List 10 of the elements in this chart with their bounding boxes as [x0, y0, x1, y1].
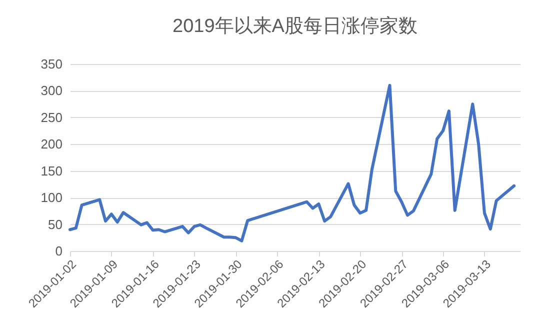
y-tick-label: 100 [40, 190, 62, 206]
y-tick-label: 300 [40, 83, 62, 98]
y-tick-label: 50 [48, 216, 62, 232]
y-tick-label: 350 [40, 56, 62, 72]
chart-title: 2019年以来A股每日涨停家数 [172, 15, 418, 37]
y-tick-label: 250 [40, 110, 62, 125]
y-tick-label: 0 [55, 244, 62, 258]
y-tick-label: 200 [40, 136, 62, 152]
line-series [68, 84, 516, 242]
y-tick-label: 150 [40, 163, 62, 178]
